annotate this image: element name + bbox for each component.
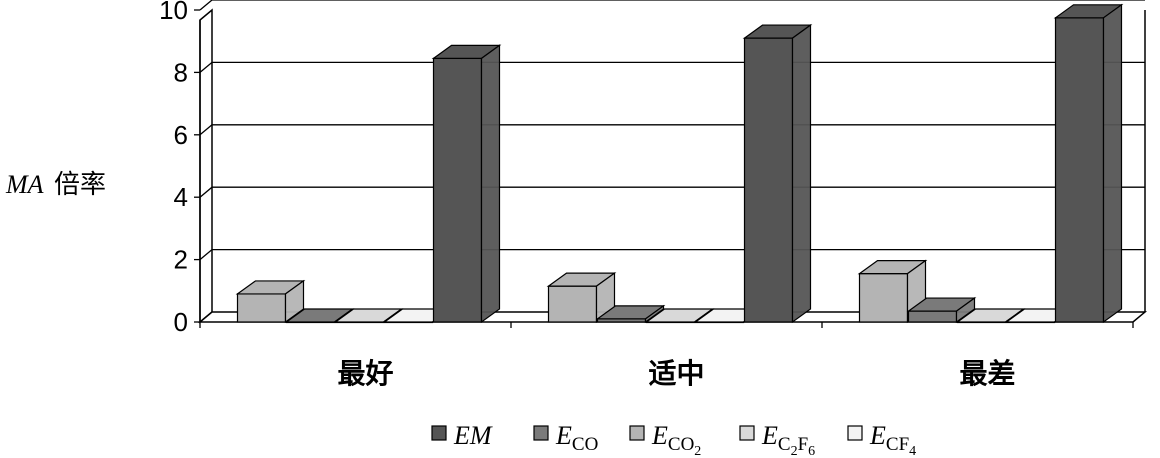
gridline <box>199 186 1145 198</box>
legend-entry: ECO2 <box>651 421 701 458</box>
y-tick-label: 0 <box>174 307 188 337</box>
side-wall <box>199 8 213 324</box>
gridline <box>199 248 1145 261</box>
category-label: 最好 <box>337 357 393 390</box>
bars <box>235 3 1124 324</box>
bar-side <box>480 44 501 324</box>
legend-entry: EM <box>453 421 493 450</box>
y-tick-label: 2 <box>174 245 188 275</box>
bar <box>235 279 306 324</box>
gridline <box>199 61 1145 73</box>
bar-front <box>547 285 598 323</box>
chart-walls <box>197 8 1148 324</box>
bar-front <box>907 310 958 323</box>
category-label: 最差 <box>959 357 1015 390</box>
bar-front <box>858 273 909 323</box>
bar-front <box>432 57 483 323</box>
legend-swatch <box>533 425 549 441</box>
bar-side <box>791 23 812 324</box>
y-tick-label: 8 <box>174 57 188 87</box>
gridline <box>199 124 1145 136</box>
bar-front <box>1054 17 1105 323</box>
bar-front <box>743 37 794 323</box>
bar <box>857 259 928 324</box>
category-label: 适中 <box>648 357 704 390</box>
legend-entry: ECF4 <box>869 421 916 458</box>
y-axis-label: MA 倍率 <box>5 170 106 199</box>
gridlines <box>194 0 1145 328</box>
bar <box>1053 3 1124 324</box>
legend-entry: ECO <box>555 421 598 455</box>
legend-entry: EC2F6 <box>761 421 815 458</box>
legend-swatch <box>629 425 645 441</box>
bar <box>595 304 666 324</box>
legend-swatch <box>431 425 447 441</box>
legend-swatch <box>739 425 755 441</box>
legend: EM ECO ECO2 EC2F6 ECF4 <box>431 421 916 458</box>
gridline <box>199 0 1145 11</box>
y-axis-label-italic: MA <box>5 170 44 199</box>
y-tick-label: 4 <box>174 182 188 212</box>
bar-side <box>1102 3 1123 324</box>
bar-front <box>236 293 287 323</box>
y-tick-label: 6 <box>174 120 188 150</box>
bar <box>431 44 502 324</box>
bar <box>742 23 813 324</box>
y-axis-label-text: 倍率 <box>54 170 106 199</box>
bar <box>546 271 617 324</box>
category-labels: 最好 适中 最差 <box>337 357 1015 390</box>
legend-swatch <box>847 425 863 441</box>
y-tick-labels: 0 2 4 6 8 10 <box>159 0 188 337</box>
y-tick-label: 10 <box>159 0 188 25</box>
